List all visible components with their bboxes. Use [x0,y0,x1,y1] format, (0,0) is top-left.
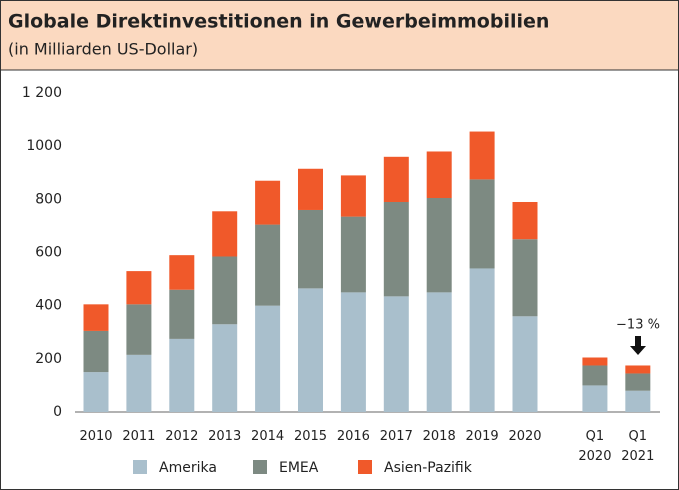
bar-segment [298,288,323,412]
x-tick-label: 2013 [208,429,242,444]
bar-segment [469,268,495,412]
bar-segment [212,211,238,257]
y-tick-label: 1 200 [22,85,62,101]
bar-segment [126,354,152,412]
legend-swatch [358,460,372,474]
bar-segment [255,180,281,225]
bar-segment [582,365,608,386]
bar-segment [83,304,109,331]
bar-segment [383,296,409,412]
x-tick-label: 2019 [465,429,499,444]
bar-segment [212,324,238,412]
bar-segment [383,156,409,202]
annotation: −13 % [616,318,660,333]
bar-segment [340,175,366,217]
bar-segment [255,224,281,306]
bar-segment [383,201,409,297]
bar-segment [469,179,495,269]
bar-segment [126,271,152,305]
legend-swatch [133,460,147,474]
header-bg [1,1,678,70]
bar-segment [298,168,323,210]
x-tick-label: 2015 [293,429,328,444]
y-tick-label: 0 [53,404,62,420]
x-tick-label: 2014 [251,429,285,444]
chart-subtitle: (in Milliarden US-Dollar) [8,40,198,59]
x-tick-label: 2012 [165,429,199,444]
bar-segment [83,330,109,373]
bar-segment [169,255,195,290]
y-tick-label: 1000 [26,138,62,154]
legend-label: Asien-Pazifik [384,460,473,476]
bar-segment [426,198,452,293]
bar-segment [212,256,238,325]
bar-segment [625,373,651,391]
bar-segment [169,289,195,339]
y-tick-label: 400 [35,298,62,314]
bar-segment [512,316,538,412]
bar-segment [126,304,152,355]
arrow [630,336,646,355]
bar-segment [83,372,109,412]
bar-segment [426,292,452,412]
x-tick-label: 2010 [79,429,113,444]
bar-segment [298,209,323,289]
bar-segment [512,239,538,317]
bar-segment [469,131,495,180]
y-tick-label: 200 [35,351,62,367]
y-tick-label: 800 [35,191,62,207]
legend-label: Amerika [159,460,217,476]
bar-segment [582,357,608,366]
bar-segment [426,151,452,199]
bar-segment [255,305,281,412]
x-tick-label: 2020 [508,429,542,444]
bar-segment [512,201,538,240]
x-tick-label: Q1 2021 [621,429,655,464]
x-tick-label: 2018 [422,429,456,444]
y-tick-label: 600 [35,245,62,261]
legend-swatch [253,460,267,474]
chart-title: Globale Direktinvestitionen in Gewerbeim… [8,11,549,33]
bar-segment [169,338,195,412]
bar-segment [625,390,651,412]
legend-label: EMEA [279,460,319,476]
bar-segment [340,216,366,293]
bar-segment [625,365,651,374]
x-tick-label: 2011 [122,429,156,444]
x-tick-label: Q1 2020 [578,429,612,464]
x-tick-label: 2016 [336,429,370,444]
x-tick-label: 2017 [379,429,413,444]
bar-segment [582,385,608,412]
bar-segment [340,292,366,412]
